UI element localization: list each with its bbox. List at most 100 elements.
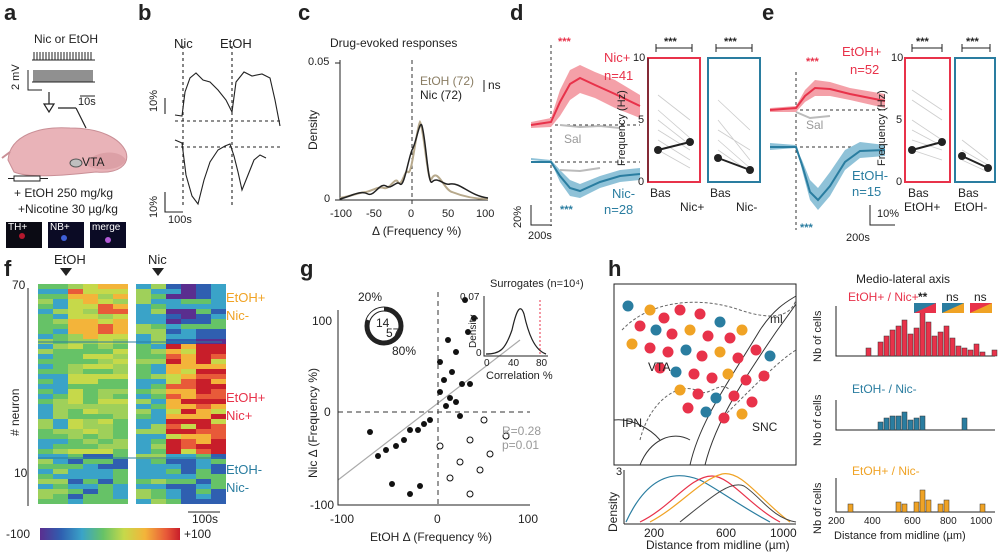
heatmap-cell [151, 429, 166, 434]
box-nic-neg [707, 57, 761, 183]
heatmap-cell [196, 499, 211, 504]
heatmap-cell [151, 404, 166, 409]
panel-g-graphics [337, 292, 548, 506]
surrogate-curve [485, 308, 547, 355]
heatmap-cell [211, 324, 226, 329]
cell-location-dot [736, 324, 748, 336]
heatmap-cell [113, 434, 128, 439]
cell-location-dot [750, 344, 762, 356]
heatmap-cell [136, 379, 151, 384]
heatmap-cell [211, 309, 226, 314]
trace-b-top [174, 71, 281, 127]
heatmap-cell [113, 314, 128, 319]
heatmap-cell [166, 299, 181, 304]
histogram-bar [889, 329, 896, 357]
scatter-point-hollow [446, 474, 454, 482]
heatmap-cell [151, 424, 166, 429]
heatmap-cell [166, 304, 181, 309]
a-title: Nic or EtOH [34, 32, 99, 46]
heatmap-cell [98, 394, 113, 399]
heatmap-cell [113, 374, 128, 379]
d-scale-pct: 20% [512, 205, 524, 228]
heatmap-cell [68, 379, 83, 384]
heatmap-cell [38, 399, 53, 404]
scatter-point-filled [453, 349, 459, 355]
heatmap-cell [211, 499, 226, 504]
f-ylabel: # neuron [8, 388, 22, 436]
g-inset-title: Surrogates (n=10⁴) [490, 278, 584, 290]
cell-location-dot [764, 350, 776, 362]
scatter-point-filled [375, 453, 381, 459]
heatmap-cell [211, 469, 226, 474]
heatmap-cell [38, 464, 53, 469]
heatmap-cell [151, 289, 166, 294]
heatmap-cell [196, 384, 211, 389]
heatmap-cell [166, 384, 181, 389]
e-box-label-2: Bas [958, 186, 979, 200]
heatmap-cell [151, 499, 166, 504]
heatmap-cell [68, 369, 83, 374]
heatmap-cell [136, 464, 151, 469]
scatter-point-filled [465, 329, 471, 335]
heatmap-cell [151, 449, 166, 454]
heatmap-cell [166, 309, 181, 314]
cell-location-dot [650, 324, 662, 336]
heatmap-cell [151, 489, 166, 494]
heatmap-cell [53, 344, 68, 349]
heatmap-cell [181, 374, 196, 379]
c-xtick-2: 0 [408, 208, 415, 220]
heatmap-cell [38, 434, 53, 439]
heatmap-cell [38, 409, 53, 414]
heatmap-cell [211, 304, 226, 309]
histogram-bar [937, 331, 944, 357]
panel-b-graphics [164, 46, 282, 213]
f-group1-l1: EtOH+ [226, 390, 266, 405]
heatmap-cell [53, 354, 68, 359]
cell-location-dot [644, 342, 656, 354]
heatmap-cell [181, 444, 196, 449]
heatmap-cell [166, 324, 181, 329]
heatmap-cell [136, 429, 151, 434]
heatmap-cell [38, 469, 53, 474]
heatmap-cell [53, 349, 68, 354]
box-etoh-neg [954, 57, 996, 183]
e-neg-label: EtOH- [852, 168, 889, 183]
e-sig-box2: *** [966, 36, 979, 48]
c-ylabel: Density [306, 109, 320, 150]
heatmap-cell [151, 319, 166, 324]
cell-location-dot [694, 308, 706, 320]
heatmap-cell [211, 299, 226, 304]
g-xlabel: EtOH Δ (Frequency %) [370, 530, 493, 544]
d-box-label-1: Nic+ [680, 200, 705, 214]
d-ytick-0: 10 [633, 52, 646, 64]
heatmap-cell [68, 319, 83, 324]
heatmap-cell [136, 334, 151, 339]
heatmap-cell [166, 379, 181, 384]
panel-label-e: e [762, 0, 775, 25]
heatmap-cell [151, 359, 166, 364]
heatmap-cell [211, 414, 226, 419]
heatmap-cell [196, 374, 211, 379]
heatmap-cell [98, 414, 113, 419]
heatmap-cell [181, 419, 196, 424]
heatmap-cell [98, 469, 113, 474]
heatmap-cell [181, 304, 196, 309]
cell-location-dot [714, 316, 726, 328]
e-ytick-2: 0 [896, 176, 903, 188]
heatmap-cell [196, 394, 211, 399]
heatmap-cell [151, 444, 166, 449]
heatmap-cell [68, 299, 83, 304]
heatmap-cell [211, 354, 226, 359]
heatmap-cell [136, 499, 151, 504]
heatmap-cell [196, 494, 211, 499]
heatmap-cell [83, 369, 98, 374]
heatmap-cell [83, 334, 98, 339]
d-sig-bot: *** [560, 204, 573, 216]
g-ylabel: Nic Δ (Frequency %) [306, 367, 320, 478]
heatmap-cell [166, 494, 181, 499]
g-inset-xlabel: Correlation % [486, 370, 553, 382]
heatmap-cell [196, 284, 211, 289]
cell-location-dot [670, 366, 682, 378]
etoh-pos-line [769, 86, 886, 111]
heatmap-cell [196, 294, 211, 299]
